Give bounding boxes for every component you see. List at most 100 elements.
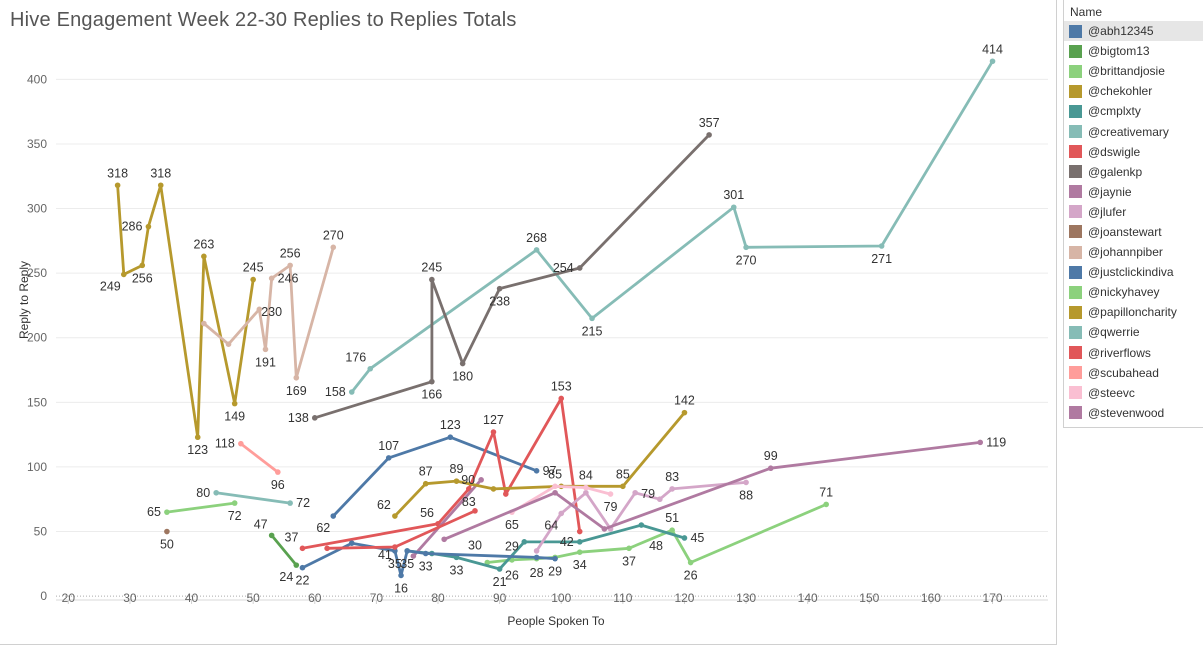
data-label: 83 [462, 495, 476, 509]
legend-item[interactable]: @scubahead [1064, 363, 1203, 383]
y-axis-title: Reply to Reply [17, 261, 31, 339]
data-point [767, 465, 774, 472]
data-label: 65 [505, 518, 519, 532]
data-label: 35 [388, 557, 402, 571]
legend-item[interactable]: @stevenwood [1064, 403, 1203, 423]
data-label: 191 [255, 355, 276, 369]
legend-item[interactable]: @bigtom13 [1064, 41, 1203, 61]
legend-item[interactable]: @brittandjosie [1064, 61, 1203, 81]
data-point [533, 548, 540, 554]
data-label: 158 [325, 385, 346, 399]
data-label-layer: 414 357 318 318 301 286 270 268 263 256 254 249 256 2… [100, 42, 1006, 595]
line-chart: 0 50 100 150 200 250 300 350 400 20 30 40 50 60 70 80 90… [17, 42, 1048, 628]
legend-item[interactable]: @joanstewart [1064, 222, 1203, 242]
legend-item[interactable]: @steevc [1064, 383, 1203, 403]
legend-item[interactable]: @cmplxty [1064, 101, 1203, 121]
data-label: 28 [530, 566, 544, 580]
data-point [429, 378, 435, 385]
legend-item[interactable]: @papilloncharity [1064, 302, 1203, 322]
data-point [139, 262, 146, 269]
data-point [681, 535, 688, 541]
legend-item[interactable]: @riverflows [1064, 343, 1203, 363]
series-brittandjosie [484, 501, 829, 566]
legend-item[interactable]: @nickyhavey [1064, 282, 1203, 302]
data-label: 85 [548, 467, 562, 481]
legend-item[interactable]: @jaynie [1064, 182, 1203, 202]
legend-swatch [1069, 406, 1082, 420]
data-point [589, 315, 595, 322]
data-label: 29 [548, 565, 562, 579]
data-point [657, 496, 663, 503]
x-tick-label: 170 [983, 591, 1003, 605]
data-label: 62 [377, 498, 391, 512]
data-point [213, 489, 219, 496]
data-label: 34 [573, 558, 587, 572]
y-tick-label: 350 [27, 137, 47, 151]
data-label: 37 [622, 554, 636, 568]
data-point [626, 545, 632, 552]
data-point [552, 555, 558, 562]
legend-item[interactable]: @galenkp [1064, 162, 1203, 182]
data-point [576, 265, 583, 271]
legend-swatch [1069, 84, 1082, 98]
legend-item[interactable]: @chekohler [1064, 81, 1203, 101]
data-point [225, 341, 232, 347]
x-tick-label: 30 [123, 591, 137, 605]
legend-item[interactable]: @creativemary [1064, 121, 1203, 141]
data-point [989, 58, 996, 65]
data-point [275, 469, 281, 475]
legend-item[interactable]: @qwerrie [1064, 322, 1203, 342]
data-point [299, 545, 306, 552]
data-label: 318 [150, 166, 171, 180]
data-label: 33 [419, 559, 433, 573]
data-point [145, 223, 152, 230]
data-point [231, 500, 238, 506]
data-point [120, 271, 127, 278]
data-point [669, 486, 675, 492]
data-label: 270 [323, 228, 344, 242]
legend-swatch [1069, 386, 1082, 400]
data-point [620, 483, 626, 490]
x-tick-label: 100 [551, 591, 571, 605]
legend-swatch [1069, 205, 1082, 219]
data-point [231, 400, 238, 407]
data-label: 230 [261, 305, 282, 319]
x-tick-label: 140 [798, 591, 818, 605]
data-label: 24 [279, 570, 293, 584]
legend-item[interactable]: @dswigle [1064, 142, 1203, 162]
data-label: 26 [684, 569, 698, 583]
legend-item[interactable]: @abh12345 [1064, 21, 1203, 42]
y-tick-label: 400 [27, 72, 47, 86]
data-point [201, 320, 207, 327]
data-label: 26 [505, 569, 519, 583]
data-point [632, 489, 638, 496]
data-point [730, 204, 737, 211]
data-label: 138 [288, 411, 309, 425]
series-jlufer [533, 479, 749, 554]
data-point [496, 285, 503, 292]
y-tick-label: 100 [27, 460, 47, 474]
data-label: 37 [285, 530, 299, 544]
data-label: 318 [107, 166, 128, 180]
data-point [669, 527, 675, 534]
data-point [201, 253, 207, 260]
data-label: 45 [690, 531, 704, 545]
data-label: 83 [665, 470, 679, 484]
data-point [607, 491, 614, 497]
view-divider [1056, 0, 1057, 645]
legend-swatch [1069, 245, 1082, 259]
data-point [478, 477, 484, 483]
data-point [422, 480, 429, 487]
series-stevenwood [441, 439, 984, 543]
data-label: 245 [421, 261, 442, 275]
data-point [977, 439, 984, 446]
legend-item[interactable]: @johannpiber [1064, 242, 1203, 262]
legend-items: @abh12345 @bigtom13 @brittandjosie @chekohl… [1064, 21, 1203, 423]
data-point [287, 500, 293, 506]
legend-item[interactable]: @justclickindiva [1064, 262, 1203, 282]
x-tick-label: 70 [370, 591, 384, 605]
legend-swatch [1069, 104, 1082, 118]
legend-item[interactable]: @jlufer [1064, 202, 1203, 222]
legend-label: @creativemary [1088, 124, 1169, 139]
data-label: 90 [461, 473, 475, 487]
